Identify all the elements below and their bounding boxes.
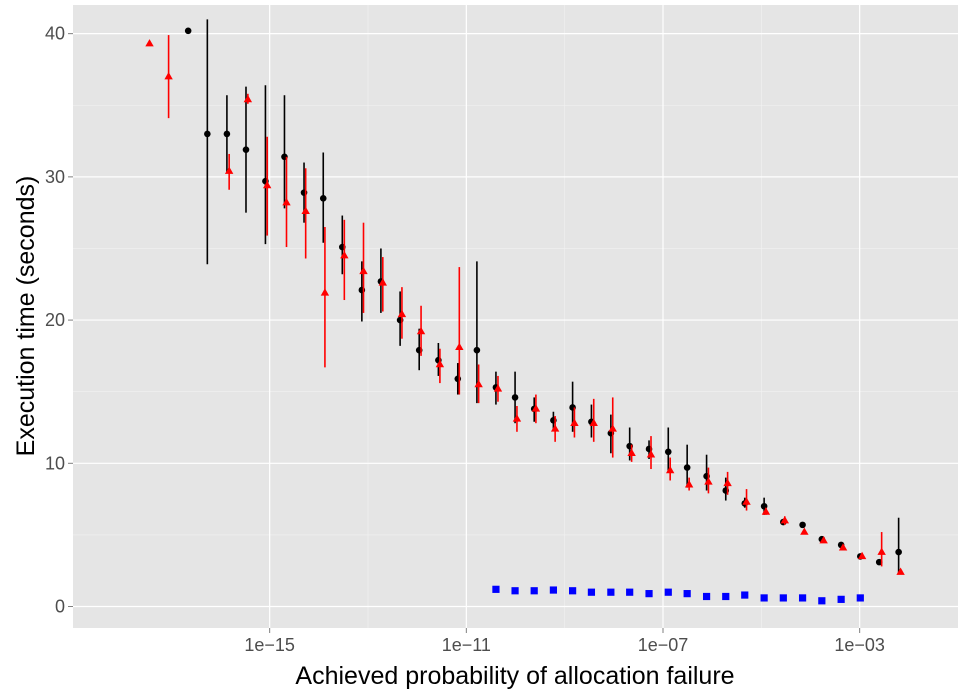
data-point-circle — [184, 27, 192, 35]
data-point-triangle — [704, 477, 713, 485]
data-point-circle — [242, 146, 250, 153]
data-point-triangle — [761, 507, 771, 515]
data-point-square — [549, 586, 558, 594]
data-point-circle — [683, 464, 691, 471]
data-point-triangle — [378, 278, 388, 286]
data-point-triangle — [857, 551, 867, 560]
data-marks — [145, 19, 905, 605]
data-point-triangle — [243, 94, 253, 103]
data-point-triangle — [742, 497, 751, 505]
data-point-triangle — [301, 206, 310, 214]
data-point-triangle — [435, 359, 445, 368]
data-point-square — [664, 588, 672, 596]
data-point-triangle — [262, 180, 272, 189]
data-point-triangle — [838, 543, 848, 551]
data-point-triangle — [359, 266, 368, 275]
data-point-triangle — [570, 418, 579, 426]
x-tick-label: 1e−03 — [834, 635, 885, 655]
data-point-square — [722, 592, 730, 601]
y-tick-label: 10 — [45, 453, 65, 473]
data-point-square — [626, 588, 634, 596]
data-point-square — [779, 594, 787, 602]
data-point-triangle — [550, 424, 560, 432]
data-point-triangle — [340, 251, 349, 259]
data-point-triangle — [723, 478, 732, 487]
data-point-triangle — [877, 547, 886, 555]
data-point-square — [530, 587, 538, 595]
data-point-triangle — [164, 72, 173, 80]
data-point-square — [587, 588, 596, 596]
plot-panel — [73, 5, 958, 628]
data-point-triangle — [416, 326, 426, 335]
data-point-square — [645, 590, 653, 598]
data-point-square — [760, 594, 768, 602]
data-point-triangle — [646, 450, 656, 458]
data-point-triangle — [397, 309, 407, 318]
data-point-square — [837, 595, 845, 603]
data-point-triangle — [282, 198, 291, 206]
data-point-triangle — [493, 384, 503, 392]
data-point-square — [818, 597, 826, 605]
data-point-triangle — [684, 480, 694, 488]
data-point-square — [607, 588, 615, 596]
data-point-triangle — [320, 288, 330, 296]
y-axis-ticks: 0 10 20 30 40 — [45, 24, 73, 617]
data-point-square — [856, 594, 864, 602]
data-point-circle — [204, 130, 211, 138]
data-point-square — [702, 592, 711, 601]
data-point-triangle — [627, 448, 636, 457]
data-point-triangle — [608, 424, 617, 432]
data-point-circle — [473, 346, 481, 354]
y-axis-title: Execution time (seconds) — [12, 176, 40, 457]
data-point-square — [683, 590, 691, 598]
data-point-triangle — [145, 39, 154, 47]
x-tick-label: 1e−15 — [244, 635, 295, 655]
data-point-triangle — [665, 465, 675, 474]
data-point-square — [569, 587, 577, 595]
x-axis-ticks: 1e−15 1e−11 1e−07 1e−03 — [244, 628, 885, 655]
data-point-square — [492, 585, 500, 593]
data-point-triangle — [780, 515, 789, 524]
data-point-triangle — [474, 379, 483, 388]
data-point-circle — [664, 448, 672, 456]
data-point-circle — [799, 521, 806, 529]
y-tick-label: 40 — [45, 24, 65, 44]
data-point-triangle — [512, 414, 522, 422]
x-tick-label: 1e−07 — [638, 635, 689, 655]
minor-gridlines — [73, 5, 958, 628]
y-tick-label: 20 — [45, 310, 65, 330]
data-point-triangle — [224, 166, 234, 174]
x-tick-label: 1e−11 — [442, 635, 491, 655]
y-tick-label: 0 — [55, 597, 65, 617]
data-point-triangle — [800, 527, 809, 535]
data-point-triangle — [896, 567, 905, 575]
data-point-triangle — [531, 404, 541, 412]
data-point-square — [798, 594, 807, 602]
data-point-triangle — [589, 418, 598, 426]
x-axis-title: Achieved probability of allocation failu… — [295, 662, 734, 690]
data-point-triangle — [455, 342, 464, 351]
major-gridlines — [73, 5, 958, 628]
data-point-circle — [223, 130, 231, 138]
data-point-triangle — [819, 536, 828, 544]
data-point-circle — [511, 394, 519, 401]
data-point-circle — [319, 195, 327, 202]
data-point-square — [511, 587, 519, 595]
data-point-circle — [895, 548, 902, 556]
y-tick-label: 30 — [45, 167, 65, 187]
data-point-square — [741, 591, 749, 599]
